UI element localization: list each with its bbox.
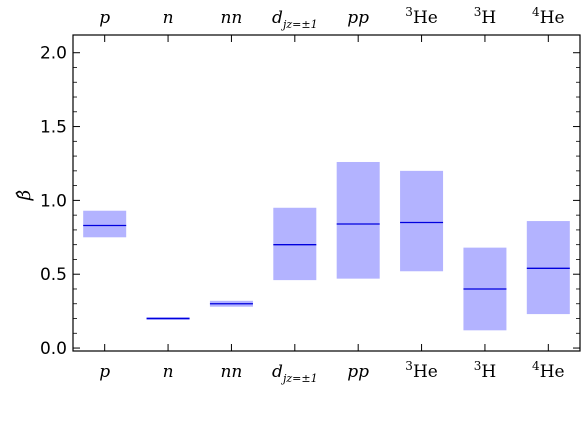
label-superscript: 4: [532, 359, 540, 373]
category-label-bottom: nn: [220, 362, 242, 382]
category-label-top: 3He: [405, 5, 438, 28]
label-base: He: [540, 8, 565, 28]
category-label-bottom: p: [99, 362, 110, 382]
category-label-top: nn: [220, 8, 242, 28]
label-subscript: jz=±1: [280, 18, 318, 31]
category-label-top: pp: [347, 8, 369, 28]
label-base: d: [272, 362, 283, 382]
bars: [83, 161, 570, 331]
axes-frame: [72, 34, 581, 352]
category-label-bottom: pp: [347, 362, 369, 382]
label-base: He: [413, 362, 438, 382]
label-superscript: 4: [532, 5, 540, 19]
uncertainty-band: [273, 207, 317, 281]
label-base: d: [272, 8, 283, 28]
label-superscript: 3: [474, 359, 482, 373]
uncertainty-band: [83, 210, 127, 238]
label-superscript: 3: [405, 359, 413, 373]
category-label-top: djz=±1: [272, 8, 318, 31]
y-tick-label: 0.0: [40, 339, 67, 359]
label-base: He: [540, 362, 565, 382]
labels: 0.00.51.01.52.0ppnnnnnndjz=±1djz=±1pppp3…: [14, 5, 565, 385]
uncertainty-band: [400, 170, 444, 272]
label-superscript: 3: [474, 5, 482, 19]
y-tick-label: 0.5: [40, 265, 67, 285]
category-label-bottom: 3He: [405, 359, 438, 382]
category-label-bottom: 4He: [532, 359, 565, 382]
y-tick-label: 1.5: [40, 118, 67, 138]
label-superscript: 3: [405, 5, 413, 19]
axis-ticks: [73, 35, 580, 351]
category-label-top: 4He: [532, 5, 565, 28]
category-label-top: p: [99, 8, 110, 28]
category-label-bottom: n: [163, 362, 174, 382]
category-label-bottom: 3H: [474, 359, 496, 382]
label-base: H: [481, 362, 496, 382]
y-tick-label: 2.0: [40, 44, 67, 64]
category-label-bottom: djz=±1: [272, 362, 318, 385]
category-label-top: 3H: [474, 5, 496, 28]
plot-frame: [72, 34, 581, 352]
uncertainty-band: [526, 221, 570, 315]
y-axis-label: β̂: [14, 190, 35, 201]
category-label-top: n: [163, 8, 174, 28]
y-tick-label: 1.0: [40, 191, 67, 211]
label-base: H: [481, 8, 496, 28]
label-base: He: [413, 8, 438, 28]
uncertainty-band: [336, 161, 380, 279]
label-subscript: jz=±1: [280, 372, 318, 385]
